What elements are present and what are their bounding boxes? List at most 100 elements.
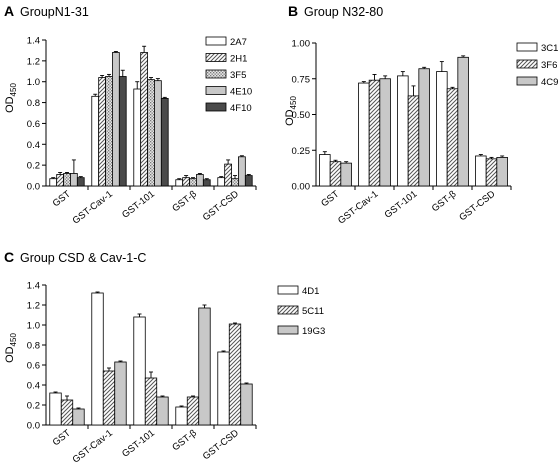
panel-b-legend: 3C1 3F6 4C9: [516, 42, 558, 88]
panel-a-bar-4e10: [196, 174, 204, 187]
panel-c-bar-4d1: [49, 392, 62, 426]
panel-b-bar-4c9: [379, 78, 391, 187]
panel-a-category-label: GST: [51, 189, 73, 210]
panel-a-legend-label-4e10: 4E10: [230, 87, 252, 98]
panel-c-bar-19g3: [198, 307, 211, 426]
panel-a-bar-3f5: [105, 76, 113, 187]
panel-c-legend-label-19g3: 19G3: [302, 326, 325, 337]
panel-a-bar-4e10: [238, 156, 246, 187]
panel-b-category-label: GST-CSD: [457, 189, 497, 224]
panel-a-chart: A GroupN1-31 OD450 0.0 0.2 0.4 0.6 0.8 1.0 1.2…: [4, 3, 257, 227]
panel-b-bar-3c1: [358, 82, 370, 187]
panel-c-bar-19g3: [72, 408, 85, 426]
panel-a-bar-4f10: [118, 76, 127, 187]
panel-a-bar-4f10: [76, 177, 85, 187]
panel-c-chart: C Group CSD & Cav-1-C OD450 0.0 0.2 0.4 0.6…: [4, 249, 325, 466]
panel-a-legend-swatch-4e10: [205, 86, 227, 95]
panel-b-y-tick-label: 0.50: [292, 110, 311, 121]
panel-a-bar-2h1: [56, 174, 64, 187]
panel-a-bar-3f5: [231, 178, 239, 187]
panel-a-legend-swatch-4f10: [205, 102, 227, 112]
panel-b-bar-3f6: [368, 79, 381, 187]
panel-c-bars: [49, 291, 253, 426]
panel-c-legend: 4D1 5C11 19G3: [277, 285, 325, 337]
panel-c-y-tick-label: 0.8: [27, 341, 40, 352]
panel-b-category-label: GST-Cav-1: [336, 189, 380, 227]
panel-a-bar-4f10: [160, 98, 169, 187]
panel-a-legend-label-2h1: 2H1: [230, 54, 247, 65]
panel-a-y-tick-label: 0.6: [27, 119, 40, 130]
panel-b-bar-4c9: [496, 156, 508, 187]
panel-a-category-label: GST-CSD: [201, 189, 241, 224]
panel-a-title: GroupN1-31: [20, 5, 89, 19]
panel-a-bar-2a7: [175, 179, 184, 187]
panel-c-legend-swatch-19g3: [277, 325, 299, 335]
panel-a-y-tick-label: 1.4: [27, 36, 40, 47]
panel-c-bar-5c11: [228, 323, 242, 426]
panel-a-y-tick-label: 0.0: [27, 182, 40, 193]
panel-a-y-tick-label: 0.8: [27, 98, 40, 109]
panel-c-y-tick-label: 1.4: [27, 281, 40, 292]
panel-c-category-label: GST-β: [170, 427, 199, 453]
panel-a-bar-2h1: [140, 52, 148, 187]
panel-a-legend-label-4f10: 4F10: [230, 103, 252, 114]
panel-a-bar-2a7: [91, 95, 100, 187]
panel-a-bar-2h1: [224, 163, 232, 187]
panel-c-legend-swatch-5c11: [277, 305, 299, 315]
panel-a-y-tick-label: 1.0: [27, 77, 40, 88]
panel-b-bar-3c1: [436, 71, 448, 187]
panel-b-bar-3f6: [329, 161, 342, 187]
panel-a-category-label: GST-Cav-1: [71, 189, 115, 227]
panel-c-y-tick-label: 1.0: [27, 321, 40, 332]
panel-a-bar-3f5: [189, 178, 197, 187]
panel-b-category-label: GST: [319, 189, 341, 210]
panel-b-y-tick-label: 0.00: [292, 182, 311, 193]
panel-b-y-tick-label: 0.75: [292, 74, 311, 85]
panel-c-label: C: [4, 249, 14, 265]
panel-c-bar-19g3: [240, 383, 253, 426]
panel-b-legend-label-3c1: 3C1: [541, 43, 558, 54]
panel-c-bar-5c11: [186, 396, 200, 426]
panel-c-bar-4d1: [217, 351, 230, 426]
panel-a-bar-4f10: [202, 179, 211, 187]
panel-c-category-label: GST-Cav-1: [71, 428, 115, 466]
panel-b-bar-3f6: [485, 158, 498, 187]
panel-a-label: A: [4, 3, 14, 19]
panel-c-bar-4d1: [175, 406, 188, 426]
panel-a-bar-2h1: [98, 77, 106, 187]
panel-a-legend: 2A7 2H1 3F5 4E10 4F10: [205, 36, 252, 114]
panel-a-legend-swatch-3f5: [205, 69, 227, 79]
panel-c-y-tick-label: 0.2: [27, 401, 40, 412]
panel-b-y-tick-label: 0.25: [292, 146, 311, 157]
panel-b-legend-label-3f6: 3F6: [541, 60, 557, 71]
panel-a-bar-4e10: [154, 80, 162, 187]
panel-b-y-axis-label: OD450: [284, 96, 298, 126]
panel-b-label: B: [288, 3, 298, 19]
panel-a-bar-2a7: [49, 178, 58, 187]
panel-a-y-axis-label: OD450: [4, 83, 18, 113]
panel-a-legend-swatch-2a7: [205, 36, 227, 46]
panel-a-category-label: GST-101: [120, 189, 157, 221]
panel-b-legend-swatch-3f6: [516, 59, 538, 69]
panel-b-bar-4c9: [457, 56, 469, 187]
panel-a-bar-2h1: [182, 177, 190, 187]
panel-c-category-label: GST-CSD: [201, 428, 241, 463]
panel-c-legend-label-5c11: 5C11: [302, 306, 324, 317]
panel-a-bar-3f5: [63, 173, 71, 187]
panel-b-bar-4c9: [340, 162, 352, 187]
panel-c-legend-label-4d1: 4D1: [302, 286, 319, 297]
panel-c-y-tick-label: 0.0: [27, 421, 40, 432]
panel-a-bar-4e10: [112, 52, 120, 187]
panel-c-y-tick-label: 0.4: [27, 381, 40, 392]
panel-c-legend-swatch-4d1: [277, 285, 299, 295]
panel-c-category-label: GST: [51, 428, 73, 449]
panel-b-category-label: GST-101: [383, 189, 420, 221]
panel-a-legend-label-3f5: 3F5: [230, 70, 246, 81]
panel-a-bar-2a7: [217, 177, 226, 187]
panel-b-bar-3c1: [475, 155, 487, 187]
panel-a-bar-4e10: [70, 173, 78, 187]
panel-b-legend-label-4c9: 4C9: [541, 77, 558, 88]
panel-c-bar-19g3: [156, 396, 169, 426]
panel-b-bars: [319, 55, 508, 187]
